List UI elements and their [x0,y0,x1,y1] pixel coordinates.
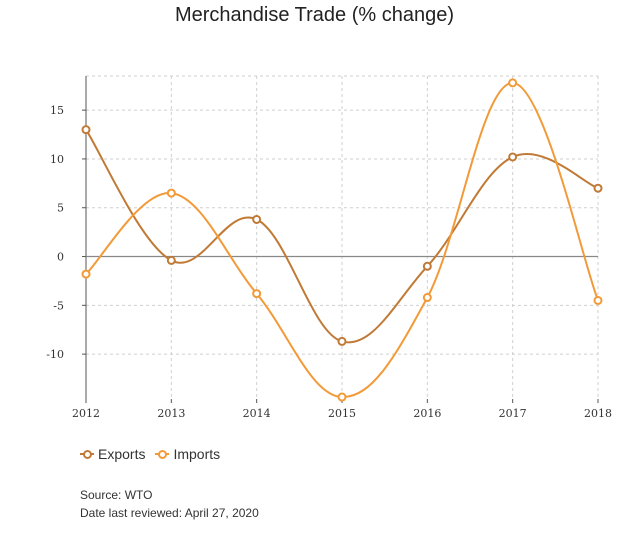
y-tick-label: -5 [53,299,64,312]
exports-point[interactable] [337,336,347,346]
chart-footer: Source: WTO Date last reviewed: April 27… [80,486,259,522]
source-note: Source: WTO [80,488,153,502]
exports-point[interactable] [508,152,518,162]
imports-point[interactable] [422,293,432,303]
y-tick-label: -10 [46,348,64,361]
date-reviewed-note: Date last reviewed: April 27, 2020 [80,506,259,520]
imports-point[interactable] [593,295,603,305]
series [81,78,603,402]
imports-point[interactable] [508,78,518,88]
x-axis-ticks: 2012 2013 2014 2015 2016 2017 2018 [72,399,612,420]
x-tick-label: 2013 [157,407,185,420]
legend-label: Imports [173,446,221,462]
exports-point[interactable] [81,125,91,135]
y-tick-label: 10 [50,153,64,166]
legend: Exports Imports [80,446,220,462]
x-tick-label: 2017 [499,407,527,420]
chart-title: Merchandise Trade (% change) [174,4,455,26]
legend-item-exports[interactable]: Exports [80,446,145,462]
legend-item-imports[interactable]: Imports [155,446,220,462]
exports-point[interactable] [252,214,262,224]
exports-point[interactable] [166,255,176,265]
imports-series-line [85,81,599,399]
legend-marker-icon [155,449,170,459]
x-tick-label: 2014 [243,407,271,420]
legend-label: Exports [98,446,146,462]
x-tick-label: 2016 [413,407,441,420]
grid-lines [85,75,599,399]
exports-point[interactable] [593,183,603,193]
imports-point[interactable] [337,392,347,402]
x-tick-label: 2018 [584,407,612,420]
imports-point[interactable] [166,188,176,198]
x-tick-label: 2012 [72,407,100,420]
x-tick-label: 2015 [328,407,356,420]
exports-point[interactable] [422,261,432,271]
imports-point[interactable] [252,289,262,299]
legend-marker-icon [80,449,94,459]
imports-point[interactable] [81,269,91,279]
y-tick-label: 0 [57,251,64,264]
y-tick-label: 15 [50,104,64,117]
y-tick-label: 5 [57,202,64,215]
y-axis-ticks: 15 10 5 0 -5 -10 [46,104,86,361]
